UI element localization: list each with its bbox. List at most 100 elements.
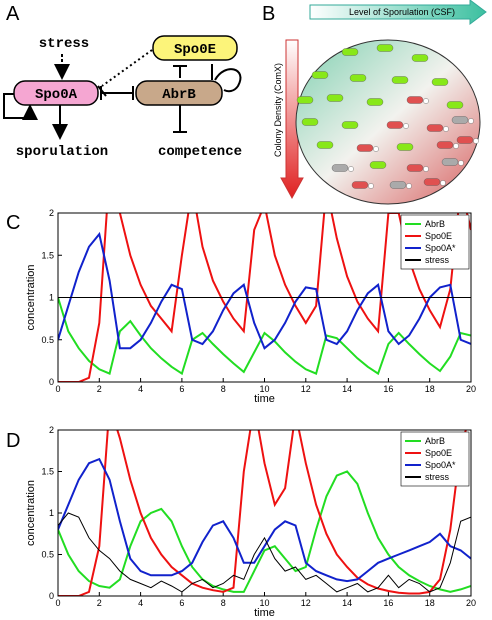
legend-label: Spo0E	[425, 231, 452, 241]
x-tick-label: 16	[383, 598, 393, 608]
series-line	[58, 470, 471, 593]
cell	[331, 164, 349, 172]
series-line	[58, 512, 471, 593]
legend-label: AbrB	[425, 436, 445, 446]
x-tick-label: 12	[301, 598, 311, 608]
y-tick-label: 1.5	[41, 467, 54, 477]
plot-frame	[57, 212, 472, 383]
x-tick-label: 18	[425, 598, 435, 608]
spore	[423, 98, 429, 104]
x-tick-label: 6	[179, 384, 184, 394]
y-tick-label: 0.5	[41, 550, 54, 560]
diagram-a	[3, 49, 242, 140]
spore	[423, 166, 429, 172]
cell	[316, 141, 334, 149]
spore	[468, 118, 474, 124]
x-tick-label: 0	[55, 598, 60, 608]
x-tick-label: 8	[221, 384, 226, 394]
y-tick-label: 2	[49, 425, 54, 435]
cell	[301, 118, 319, 126]
x-tick-label: 18	[425, 384, 435, 394]
x-tick-label: 6	[179, 598, 184, 608]
series-line	[58, 231, 471, 350]
panel-label: A	[6, 3, 20, 25]
y-axis-label: concentration	[25, 480, 37, 546]
cell	[341, 121, 359, 129]
cell	[349, 74, 367, 82]
arrow-label: Colony Density (ComX)	[273, 63, 283, 157]
cell	[389, 181, 407, 189]
spore	[453, 143, 459, 149]
cell	[441, 158, 459, 166]
x-axis-label: time	[254, 607, 275, 619]
arrow-label: Level of Sporulation (CSF)	[349, 7, 455, 17]
cell	[411, 54, 429, 62]
panel-label: B	[262, 3, 275, 25]
cell	[406, 164, 424, 172]
x-tick-label: 2	[97, 384, 102, 394]
cells	[296, 44, 479, 189]
x-tick-label: 12	[301, 384, 311, 394]
cell	[391, 76, 409, 84]
cell	[326, 94, 344, 102]
node-label: Spo0A	[35, 87, 78, 103]
panel-label: C	[6, 212, 20, 234]
x-tick-label: 20	[466, 598, 476, 608]
node-label: Spo0E	[174, 42, 216, 58]
spore	[458, 160, 464, 166]
cell	[396, 143, 414, 151]
cell	[456, 136, 474, 144]
sporulation-arrow	[309, 0, 487, 25]
spore	[348, 166, 354, 172]
panel-label: D	[6, 430, 20, 452]
legend-label: Spo0A*	[425, 243, 456, 253]
y-tick-label: 1	[49, 508, 54, 518]
spore	[443, 126, 449, 132]
cell	[406, 96, 424, 104]
cell	[386, 121, 404, 129]
cell	[341, 48, 359, 56]
cell	[311, 71, 329, 79]
plot-frame	[57, 429, 472, 597]
spore	[403, 123, 409, 129]
cell	[446, 101, 464, 109]
cell	[351, 181, 369, 189]
cell	[436, 141, 454, 149]
charts: C0 2 4 6 8 10 12 14 16 18 2000.511.52timeconcentra…	[6, 208, 476, 619]
node-box	[13, 80, 99, 106]
x-tick-label: 0	[55, 384, 60, 394]
cell	[451, 116, 469, 124]
legend-label: Spo0A*	[425, 460, 456, 470]
y-tick-label: 0	[49, 377, 54, 387]
series-line	[58, 297, 471, 376]
x-tick-label: 4	[138, 598, 143, 608]
x-tick-label: 16	[383, 384, 393, 394]
cell	[423, 178, 441, 186]
cell	[296, 96, 314, 104]
spore	[406, 183, 412, 189]
node-box	[135, 80, 223, 106]
x-tick-label: 8	[221, 598, 226, 608]
cell	[426, 124, 444, 132]
y-tick-label: 0	[49, 591, 54, 601]
series-line	[58, 457, 471, 583]
node-box	[152, 35, 238, 61]
x-axis-label: time	[254, 393, 275, 405]
y-tick-label: 1.5	[41, 250, 54, 260]
series-group	[58, 430, 471, 596]
x-tick-label: 4	[138, 384, 143, 394]
x-tick-label: 14	[342, 598, 352, 608]
spore	[368, 183, 374, 189]
competence-label: competence	[158, 144, 242, 160]
cell	[366, 98, 384, 106]
x-tick-label: 10	[259, 384, 269, 394]
legend-label: AbrB	[425, 219, 445, 229]
legend-label: Spo0E	[425, 448, 452, 458]
legend-label: stress	[425, 255, 450, 265]
node-label: AbrB	[162, 87, 196, 103]
x-tick-label: 10	[259, 598, 269, 608]
x-tick-label: 14	[342, 384, 352, 394]
legend-label: stress	[425, 472, 450, 482]
y-tick-label: 1	[49, 293, 54, 303]
